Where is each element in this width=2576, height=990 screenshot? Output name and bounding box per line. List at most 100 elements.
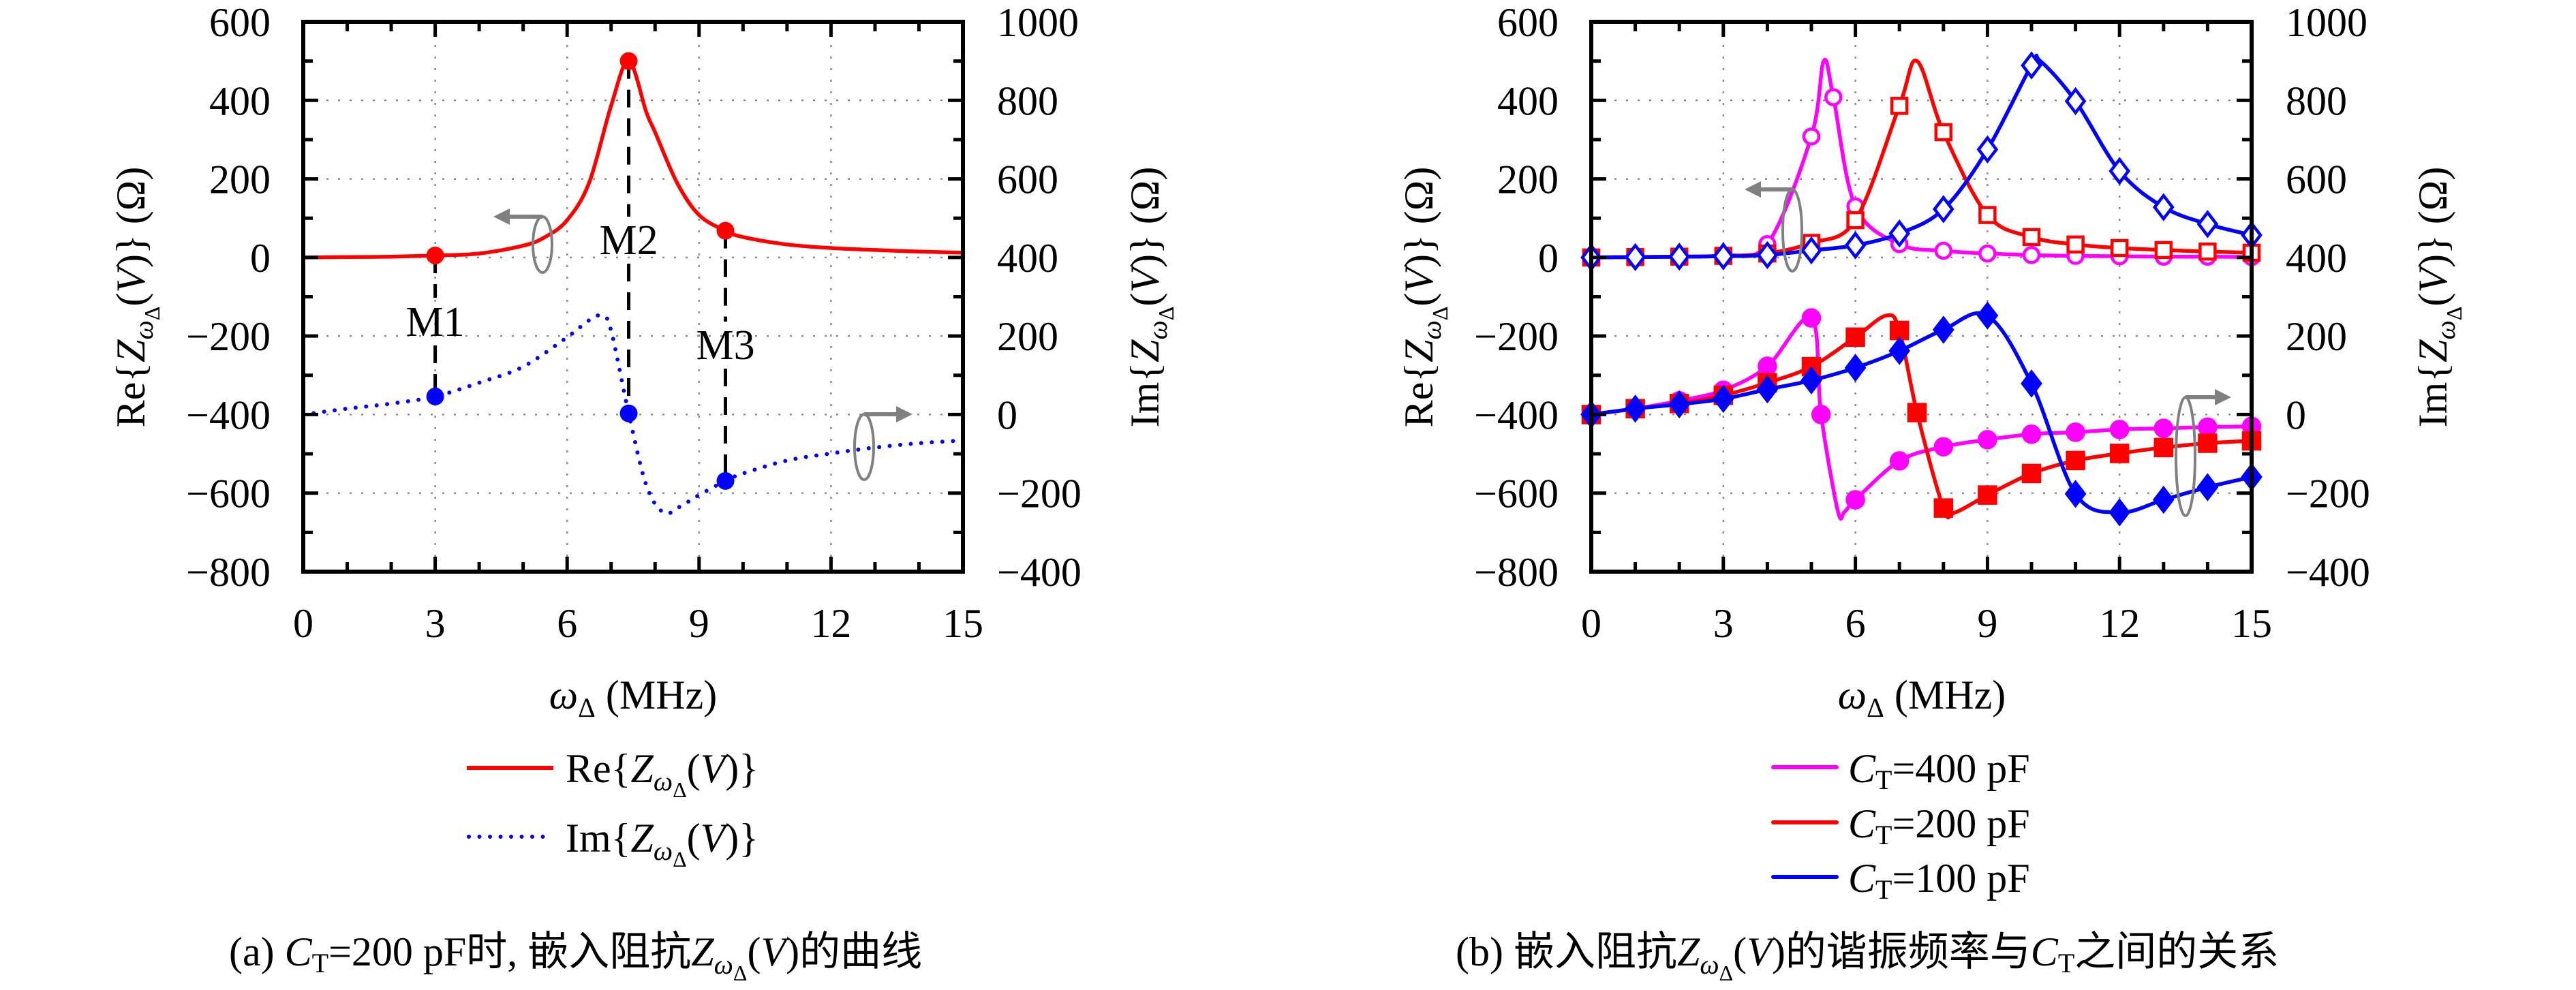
data-point-marker bbox=[1668, 243, 1691, 271]
data-point-marker bbox=[1932, 195, 1954, 223]
x-tick-label: 12 bbox=[2099, 601, 2140, 646]
y-axis-title-right-a: Im{ZωΔ(V)} (Ω) bbox=[1122, 167, 1178, 428]
data-point-marker bbox=[1802, 127, 1821, 146]
y-right-tick-label: −200 bbox=[997, 471, 1082, 516]
data-point-marker bbox=[1668, 390, 1691, 419]
marker-label-m1: M1 bbox=[406, 299, 465, 345]
axes-frame-a bbox=[301, 20, 965, 574]
x-tick-label: 0 bbox=[1581, 601, 1601, 646]
y-axis-title-left-a: Re{ZωΔ(V)} (Ω) bbox=[108, 167, 164, 428]
data-point-marker bbox=[1846, 211, 1865, 230]
y-left-tick-label: 600 bbox=[1497, 0, 1559, 45]
plot-frame bbox=[1589, 20, 2254, 574]
data-point-marker bbox=[1756, 241, 1779, 270]
y-axis-title-right-b: Im{ZωΔ(V)} (Ω) bbox=[2410, 167, 2466, 428]
data-point-marker bbox=[1889, 451, 1910, 471]
y-right-tick-label: 800 bbox=[997, 78, 1058, 123]
data-point-marker bbox=[2021, 463, 2042, 484]
data-point-marker bbox=[1811, 405, 1831, 424]
y-right-tick-label: 400 bbox=[2286, 236, 2347, 281]
data-point-marker bbox=[2066, 450, 2085, 471]
y-right-tick-label: −400 bbox=[997, 550, 1082, 595]
panel-b-chart: 0 3 6 9 12 15 −800 −600 −400 −200 0 200 400 600 −400 −2… bbox=[1396, 0, 2466, 985]
y-left-tick-label: 200 bbox=[1497, 157, 1559, 202]
data-point-marker bbox=[1934, 123, 1953, 142]
y-right-tick-label: 1000 bbox=[2286, 0, 2367, 45]
legend-item-ct100: CT=100 pF bbox=[1771, 856, 2030, 905]
marker-point-re bbox=[716, 221, 735, 240]
legend-item-ct200: CT=200 pF bbox=[1771, 801, 2030, 850]
data-point-marker bbox=[1845, 327, 1865, 347]
data-point-marker bbox=[2109, 444, 2130, 463]
y-right-tick-label: 200 bbox=[997, 314, 1058, 359]
data-point-marker bbox=[1712, 242, 1734, 270]
data-point-marker bbox=[1800, 366, 1822, 395]
series-b bbox=[1580, 51, 2263, 527]
data-point-marker bbox=[2198, 417, 2218, 437]
y-right-tick-label: 200 bbox=[2286, 314, 2347, 359]
data-point-marker bbox=[2066, 422, 2085, 442]
data-point-marker bbox=[2153, 437, 2174, 458]
data-point-marker bbox=[2109, 498, 2131, 527]
marker-point-im bbox=[716, 471, 735, 490]
y-left-tick-label: −600 bbox=[1474, 471, 1559, 516]
x-tick-label: 9 bbox=[1977, 601, 1997, 646]
data-point-marker bbox=[2152, 485, 2175, 514]
y-left-tick-label: 0 bbox=[1538, 236, 1559, 281]
marker-point-im bbox=[619, 404, 638, 422]
y-right-tick-label: 600 bbox=[2286, 157, 2347, 202]
y-left-tick-label: −800 bbox=[186, 550, 271, 595]
x-tick-label: 3 bbox=[1713, 601, 1734, 646]
series-line-re-0 bbox=[1589, 57, 2254, 260]
y-right-tick-label: 0 bbox=[997, 392, 1017, 437]
y-left-tick-label: −600 bbox=[186, 471, 271, 516]
legend-label-im: Im{ZωΔ(V)} bbox=[566, 816, 758, 871]
marker-point-im bbox=[426, 387, 444, 405]
axes-frame-b bbox=[1589, 20, 2254, 574]
x-tick-label: 15 bbox=[2231, 601, 2272, 646]
y-right-tick-label: 600 bbox=[997, 157, 1058, 202]
y-right-tick-label: 800 bbox=[2286, 78, 2347, 123]
marker-point-re bbox=[426, 246, 444, 264]
series-line-re-2 bbox=[1589, 53, 2254, 260]
data-point-marker bbox=[2021, 51, 2042, 80]
legend-label-ct400: CT=400 pF bbox=[1848, 746, 2030, 795]
data-point-marker bbox=[2196, 210, 2219, 238]
legend-label-re: Re{ZωΔ(V)} bbox=[566, 746, 758, 802]
legend-label-ct100: CT=100 pF bbox=[1848, 856, 2030, 905]
data-point-marker bbox=[2198, 433, 2218, 453]
panel-a-chart: M1 M2 M3 0 3 6 9 12 15 −800 −600 −400 −200 0 200 400 60… bbox=[108, 0, 1178, 985]
data-point-marker bbox=[1932, 315, 1954, 344]
marker-label-m3: M3 bbox=[696, 322, 754, 369]
caption-a: (a) CT=200 pF时, 嵌入阻抗ZωΔ(V)的曲线 bbox=[229, 929, 922, 985]
ticks-b: 0 3 6 9 12 15 −800 −600 −400 −200 0 200 400 600 −400 −2… bbox=[1474, 0, 2370, 646]
data-point-marker bbox=[1844, 231, 1867, 260]
x-tick-label: 9 bbox=[689, 601, 709, 646]
data-point-marker bbox=[1624, 395, 1646, 423]
legend-item-im: Im{ZωΔ(V)} bbox=[467, 816, 758, 871]
data-point-marker bbox=[1844, 354, 1867, 382]
series-a bbox=[301, 59, 965, 516]
data-point-marker bbox=[2022, 246, 2041, 264]
y-left-tick-label: 0 bbox=[250, 236, 271, 281]
indicator-ellipse bbox=[853, 413, 875, 481]
plot-frame bbox=[301, 20, 965, 574]
legend-b: CT=400 pF CT=200 pF CT=100 pF bbox=[1771, 746, 2030, 905]
data-point-marker bbox=[2152, 193, 2175, 221]
grid-b bbox=[1591, 22, 2252, 572]
data-point-marker bbox=[2109, 420, 2130, 439]
y-left-tick-label: −400 bbox=[1474, 392, 1559, 437]
data-point-marker bbox=[1888, 219, 1911, 248]
y-left-tick-label: −800 bbox=[1474, 550, 1559, 595]
caption-b: (b) 嵌入阻抗ZωΔ(V)的谐振频率与CT之间的关系 bbox=[1456, 929, 2279, 985]
y-right-tick-label: −400 bbox=[2286, 550, 2370, 595]
left-axis-indicator bbox=[1745, 181, 1803, 273]
series-line-re-0 bbox=[301, 59, 965, 260]
arrow-left-icon bbox=[1745, 181, 1761, 198]
data-point-marker bbox=[1933, 498, 1954, 518]
data-point-marker bbox=[1756, 375, 1779, 404]
y-left-tick-label: 200 bbox=[209, 157, 271, 202]
marker-point-re bbox=[619, 52, 638, 70]
legend-a: Re{ZωΔ(V)} Im{ZωΔ(V)} bbox=[467, 746, 758, 871]
x-tick-label: 15 bbox=[942, 601, 983, 646]
